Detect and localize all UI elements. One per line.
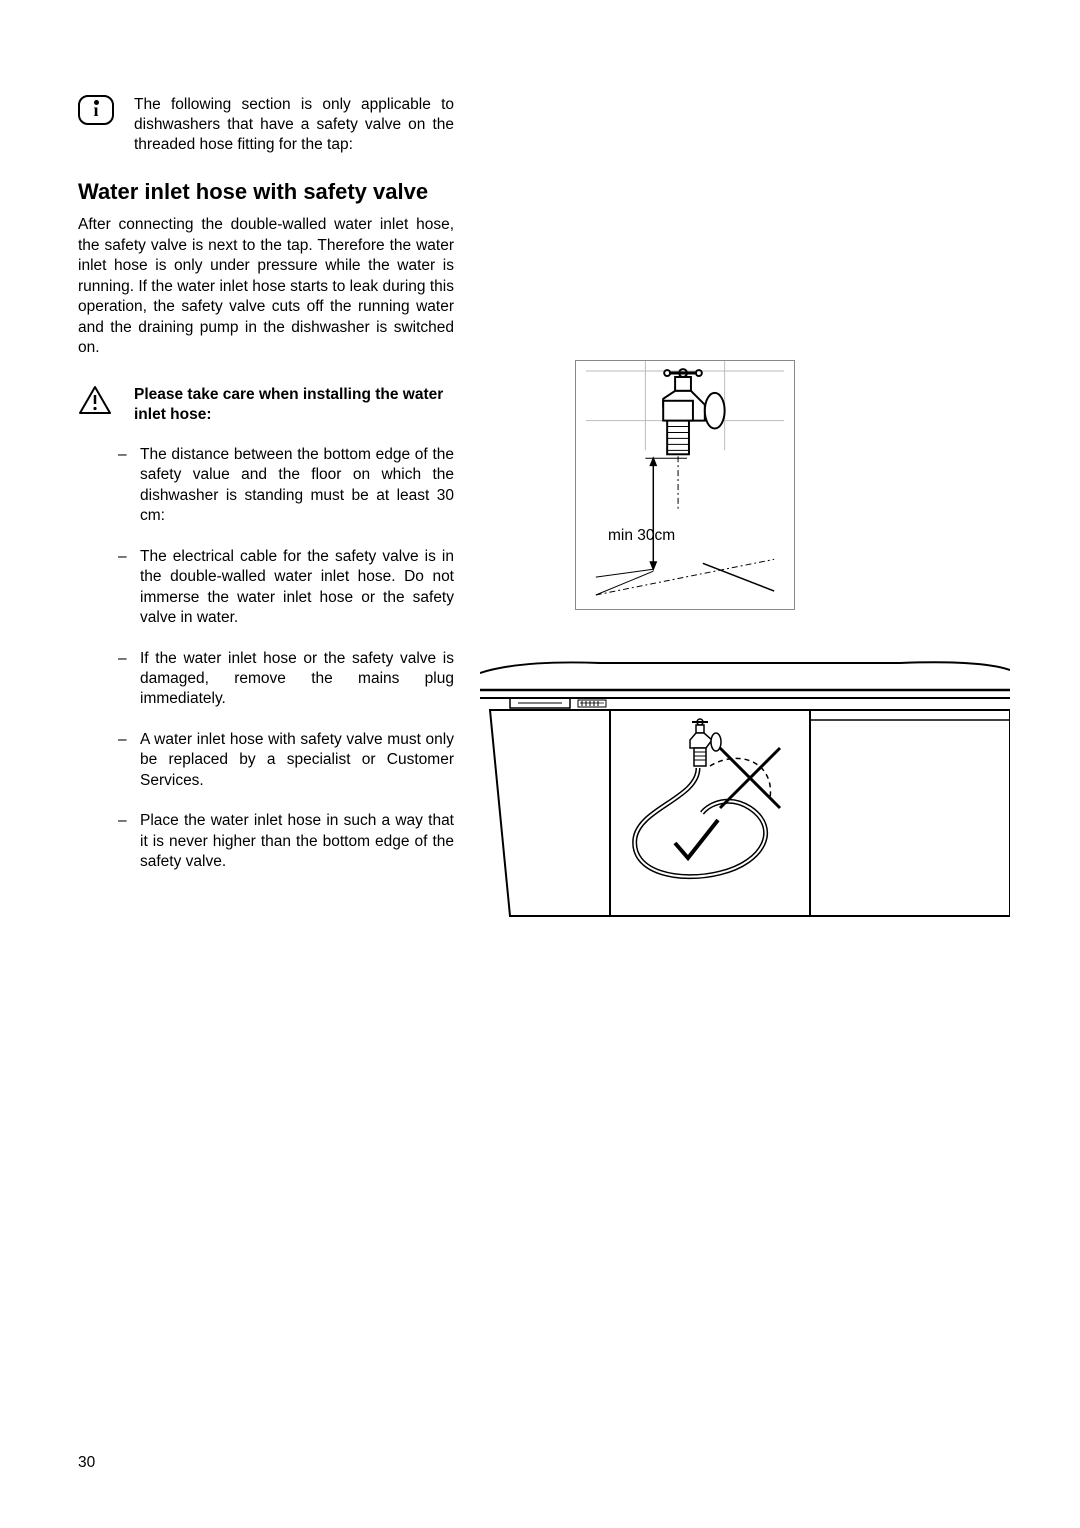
bullet-list: The distance between the bottom edge of … bbox=[78, 445, 454, 873]
info-icon-wrap: ı bbox=[78, 95, 134, 125]
figure-under-counter bbox=[480, 648, 1010, 928]
list-item: A water inlet hose with safety valve mus… bbox=[118, 730, 454, 791]
intro-paragraph: After connecting the double-walled water… bbox=[78, 215, 454, 358]
list-item: The distance between the bottom edge of … bbox=[118, 445, 454, 527]
warning-block: Please take care when installing the wat… bbox=[78, 385, 454, 425]
warning-heading-text: Please take care when installing the wat… bbox=[134, 385, 454, 425]
list-item: Place the water inlet hose in such a way… bbox=[118, 811, 454, 872]
warning-triangle-icon bbox=[78, 385, 112, 415]
section-heading: Water inlet hose with safety valve bbox=[78, 179, 1002, 205]
warning-icon-wrap bbox=[78, 385, 134, 420]
figure1-label: min 30cm bbox=[608, 527, 675, 545]
list-item: The electrical cable for the safety valv… bbox=[118, 547, 454, 629]
figure-tap-clearance bbox=[575, 360, 795, 610]
list-item: If the water inlet hose or the safety va… bbox=[118, 649, 454, 710]
info-note-text: The following section is only applicable… bbox=[134, 95, 454, 155]
info-icon: ı bbox=[78, 95, 114, 125]
info-note-block: ı The following section is only applicab… bbox=[78, 95, 1002, 155]
page-number: 30 bbox=[78, 1454, 95, 1472]
